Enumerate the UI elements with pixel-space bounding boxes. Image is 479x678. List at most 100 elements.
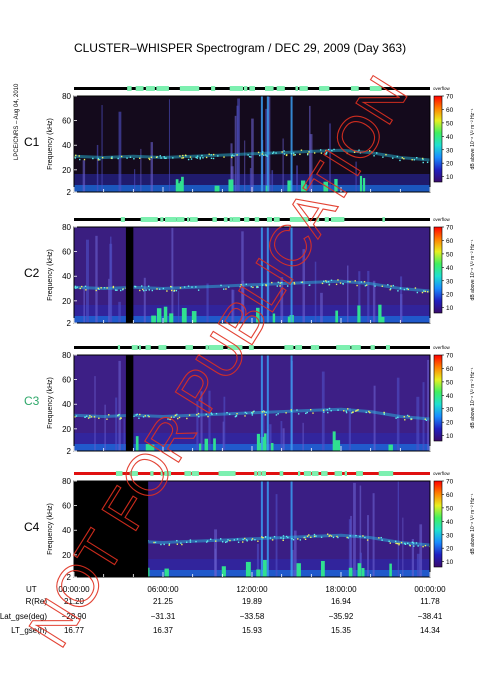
ephemeris-value: 21.20 (64, 597, 85, 606)
overflow-mark (257, 471, 261, 476)
emission-burst (171, 227, 174, 323)
plasma-line-point (199, 156, 201, 159)
plasma-line-point (413, 545, 415, 547)
plasma-line-point (191, 286, 193, 288)
plasma-line-point (395, 417, 397, 419)
overflow-mark (310, 345, 316, 350)
plasma-line-point (355, 534, 357, 537)
plasma-line-point (79, 158, 81, 161)
overflow-mark (299, 86, 304, 91)
y-tick-label: 20 (62, 551, 71, 560)
plasma-line-point (228, 413, 231, 415)
plasma-line-point (365, 284, 368, 286)
plasma-line-point (222, 288, 225, 290)
colorbar-tick-label: 30 (446, 278, 454, 285)
low-freq-spike (335, 310, 339, 323)
y-tick-label: 60 (62, 248, 71, 257)
emission-burst (348, 519, 352, 577)
overflow-mark (295, 86, 298, 91)
plasma-line-point (266, 155, 268, 157)
overflow-mark (173, 217, 177, 222)
overflow-mark (268, 86, 274, 91)
overflow-mark (132, 471, 138, 476)
overflow-mark (351, 345, 359, 350)
plasma-line-point (320, 536, 323, 538)
plasma-line-point (423, 290, 425, 292)
colorbar-tick-label: 10 (446, 559, 454, 566)
plasma-line-point (336, 535, 338, 538)
overflow-mark (344, 471, 347, 476)
plasma-line-point (219, 538, 222, 540)
emission-burst (150, 142, 153, 192)
plasma-line-point (93, 416, 96, 418)
emission-burst (359, 485, 362, 577)
plasma-line-point (103, 287, 106, 289)
overflow-mark (244, 217, 250, 222)
plasma-line-point (263, 410, 265, 412)
plasma-line-point (121, 288, 124, 291)
overflow-mark (273, 217, 280, 222)
plasma-line-point (181, 157, 183, 159)
low-freq-spike (296, 563, 301, 577)
y-tick-label: 60 (62, 376, 71, 385)
plasma-line-point (327, 148, 330, 151)
emission-burst (115, 397, 118, 451)
plasma-line-point (211, 413, 213, 416)
strong-burst (266, 227, 269, 323)
plasma-line-point (388, 540, 390, 542)
plasma-line-point (330, 535, 333, 537)
strong-burst (266, 481, 269, 577)
plasma-line-point (410, 417, 412, 420)
plasma-line-point (262, 536, 264, 539)
emission-burst (244, 140, 246, 192)
plasma-line-point (250, 156, 252, 158)
overflow-mark (254, 217, 260, 222)
overflow-mark (263, 471, 266, 476)
overflow-mark (191, 471, 199, 476)
plasma-line-point (251, 414, 254, 416)
overflow-mark (187, 217, 190, 222)
overflow-mark (356, 345, 361, 350)
emission-burst (397, 481, 400, 577)
overflow-mark (323, 86, 330, 91)
plasma-line-point (217, 155, 219, 157)
plasma-line-point (215, 540, 217, 542)
emission-burst (256, 543, 259, 577)
overflow-mark (127, 86, 132, 91)
emission-burst (268, 96, 271, 192)
plasma-line-point (250, 286, 253, 288)
plasma-line-point (210, 412, 213, 414)
plasma-line-point (252, 411, 254, 413)
plasma-line-point (313, 533, 316, 536)
plasma-line-point (101, 156, 104, 159)
plasma-line-point (256, 285, 258, 288)
plasma-line-point (398, 543, 400, 546)
overflow-mark (371, 345, 374, 350)
emission-burst (208, 390, 211, 451)
plasma-line-point (106, 287, 108, 289)
strong-burst (260, 481, 263, 577)
overflow-mark (158, 345, 167, 350)
low-freq-spike (332, 431, 336, 451)
emission-burst (223, 396, 226, 451)
overflow-mark (214, 345, 220, 350)
plasma-line-point (156, 288, 158, 290)
plasma-line-point (408, 544, 411, 546)
plasma-line-point (346, 152, 349, 155)
emission-burst (402, 517, 404, 577)
overflow-mark (131, 345, 138, 350)
plasma-line-point (328, 283, 331, 286)
plasma-line-point (175, 289, 178, 292)
plasma-line-point (188, 414, 191, 416)
plasma-line-point (313, 152, 316, 154)
chart-title: CLUSTER–WHISPER Spectrogram / DEC 29, 20… (74, 41, 406, 55)
emission-burst (94, 376, 96, 451)
plasma-line-point (257, 151, 260, 154)
low-freq-spike (362, 178, 366, 192)
plasma-line-point (136, 413, 138, 416)
plasma-line-point (399, 287, 402, 289)
plasma-line-point (118, 413, 120, 416)
plasma-line-point (290, 153, 293, 155)
plasma-line-point (212, 157, 215, 160)
